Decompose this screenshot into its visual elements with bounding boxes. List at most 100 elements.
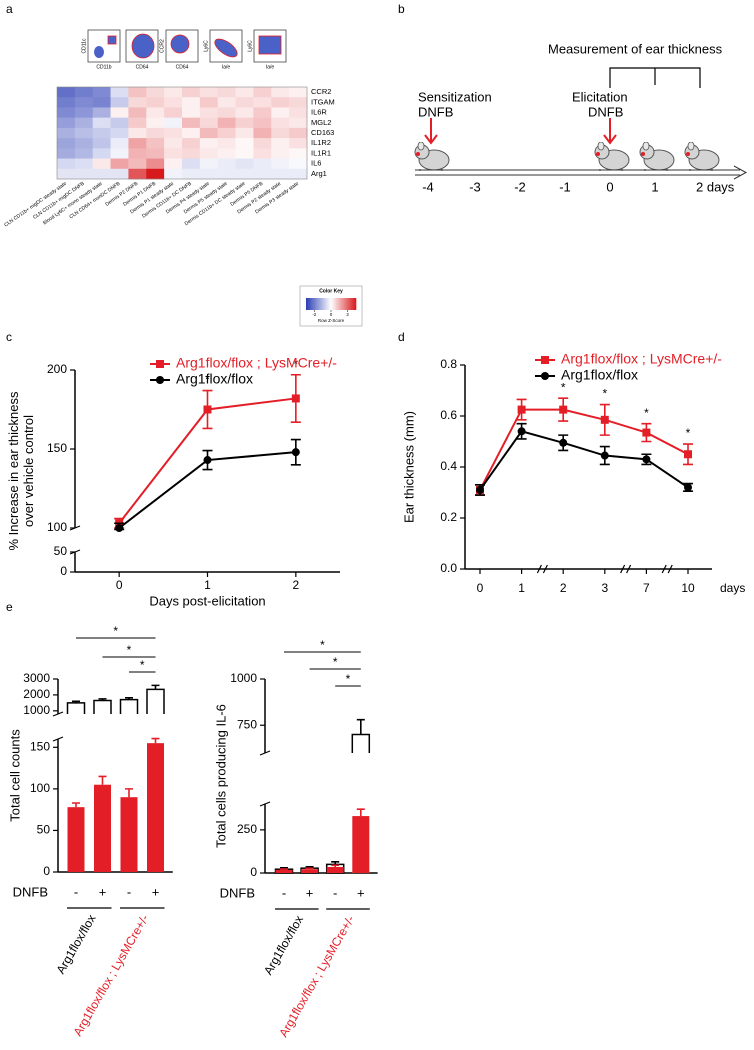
heatmap-cell	[92, 138, 111, 149]
significance-mark: *	[346, 672, 351, 686]
heatmap-cell	[289, 168, 308, 180]
heatmap-cell	[110, 168, 129, 180]
heatmap-cell	[164, 138, 183, 149]
y-tick-label: 250	[237, 822, 257, 836]
heatmap-cell	[271, 87, 290, 98]
mouse-icon	[414, 142, 450, 172]
data-point	[684, 483, 692, 492]
row-label: IL6	[311, 159, 321, 168]
color-key-swatch	[348, 298, 351, 310]
data-point	[291, 448, 300, 457]
heatmap-cell	[182, 117, 201, 129]
axis-break	[620, 564, 632, 574]
legend-label: Arg1flox/flox	[561, 367, 638, 383]
heatmap-cell	[92, 117, 111, 129]
bar	[301, 869, 319, 873]
heatmap-cell	[57, 148, 76, 159]
heatmap-cell	[199, 158, 219, 170]
error-bar	[151, 684, 160, 690]
color-key-swatch	[352, 298, 354, 310]
heatmap-cell	[74, 138, 94, 149]
data-point	[559, 405, 568, 414]
timeline-label: -1	[559, 179, 571, 194]
heatmap-cell	[253, 127, 272, 139]
heatmap-cell	[164, 87, 183, 98]
significance-mark: *	[293, 357, 298, 371]
heatmap-cell	[74, 158, 94, 170]
y-tick-label: 1000	[230, 671, 257, 685]
heatmap-cell	[146, 117, 165, 129]
heatmap-cell	[74, 168, 94, 180]
gating-x-label: Ia/e	[222, 64, 231, 70]
x-tick-label: 7	[643, 581, 650, 595]
data-point	[642, 428, 651, 437]
y-axis-label: % Increase in ear thickness	[6, 391, 21, 550]
error-bar	[125, 788, 133, 798]
heatmap-cell	[217, 107, 236, 118]
heatmap-cell	[235, 117, 254, 129]
y-tick-label: 0	[43, 864, 50, 878]
error-bar	[356, 718, 365, 735]
axis-break	[536, 564, 548, 574]
treatment: -	[282, 885, 286, 900]
heatmap-cell	[146, 87, 165, 98]
heatmap-cell	[164, 127, 183, 139]
color-key-swatch	[346, 298, 348, 310]
panel-label: d	[398, 330, 405, 344]
heatmap-cell	[217, 97, 236, 108]
timeline-label: 0	[606, 179, 613, 194]
heatmap-cell	[289, 107, 308, 118]
gating-y-label: Ly6C	[203, 40, 209, 52]
panel-label: e	[6, 600, 13, 614]
legend-marker	[541, 372, 549, 380]
heatmap-cell	[199, 107, 219, 118]
y-tick-label: 2000	[23, 687, 50, 701]
mouse-icon	[639, 142, 675, 172]
heatmap-cell	[128, 138, 147, 149]
heatmap-cell	[217, 87, 236, 98]
significance-mark: *	[205, 373, 210, 387]
axis-break	[661, 564, 673, 574]
heatmap-cell	[235, 168, 254, 180]
significance-mark: *	[333, 655, 338, 669]
y-tick-label: 0.6	[440, 408, 457, 422]
legend-marker	[156, 360, 164, 368]
heatmap-cell	[57, 168, 76, 180]
error-bar	[98, 775, 107, 785]
row-label: ITGAM	[311, 97, 335, 106]
treatment-label: DNFB	[220, 885, 255, 900]
heatmap-cell	[217, 117, 236, 129]
step-label: Sensitization	[418, 89, 492, 104]
heatmap-cell	[253, 148, 272, 159]
data-point	[559, 438, 568, 447]
y-tick-label: 150	[30, 739, 50, 753]
heatmap-cell	[110, 148, 129, 159]
heatmap-cell	[128, 97, 147, 108]
heatmap-cell	[271, 148, 290, 159]
color-key-swatch	[318, 298, 321, 310]
legend-marker	[541, 356, 549, 364]
data-point	[642, 455, 651, 464]
y-tick-label: 0.4	[440, 459, 457, 473]
heatmap-cell	[235, 148, 254, 159]
heatmap-cell	[128, 127, 147, 139]
significance-mark: *	[113, 624, 118, 638]
bar-outline	[146, 688, 165, 714]
treatment: -	[127, 884, 131, 899]
color-key-swatch	[322, 298, 324, 310]
y-tick-label: 0	[60, 564, 67, 578]
color-key-swatch	[331, 298, 333, 310]
heatmap-cell	[92, 158, 111, 170]
heatmap-cell	[235, 87, 254, 98]
color-key-swatch	[337, 298, 339, 310]
treatment: +	[306, 885, 314, 900]
heatmap-cell	[271, 158, 290, 170]
treatment-label: DNFB	[13, 884, 48, 899]
bar	[67, 807, 85, 872]
heatmap-cell	[271, 117, 290, 129]
gating-x-label: CD64	[136, 64, 149, 70]
color-key-swatch	[336, 298, 338, 310]
error-bar	[280, 868, 288, 870]
error-bar	[125, 696, 133, 700]
